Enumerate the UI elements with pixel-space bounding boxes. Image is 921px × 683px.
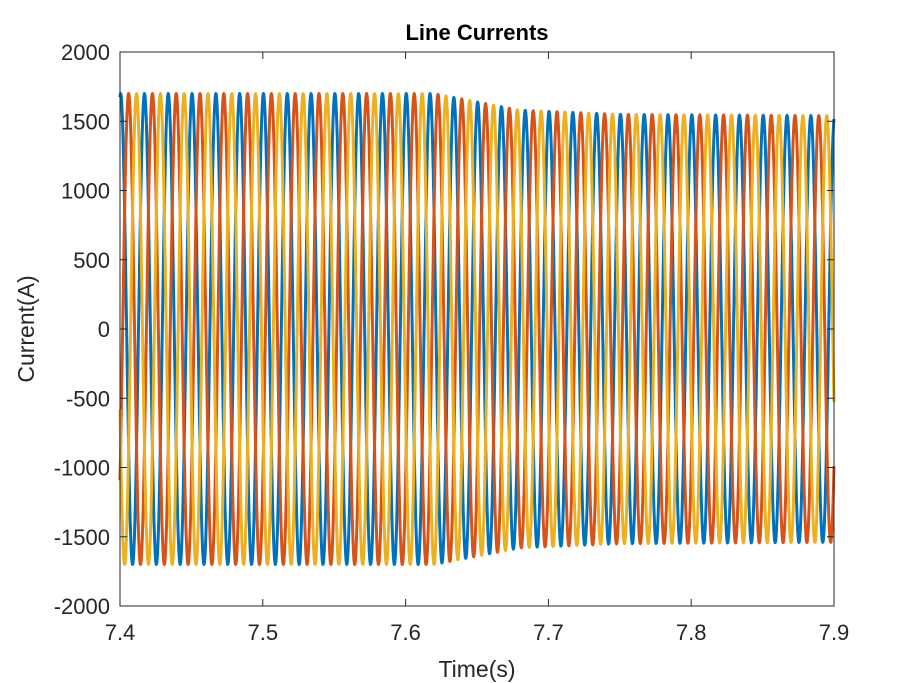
ticks-layer: 7.4 7.5 7.6 7.7 7.8 7.9 2000 1500 1000 500 0 -500 -1… [54, 40, 850, 645]
y-tick-label: -1500 [54, 525, 110, 550]
y-tick-label: -1000 [54, 456, 110, 481]
x-tick-label: 7.7 [533, 620, 564, 645]
x-tick-label: 7.9 [819, 620, 850, 645]
series-layer [118, 92, 836, 566]
y-tick-label: -500 [66, 386, 110, 411]
x-tick-label: 7.6 [390, 620, 421, 645]
y-tick-label: 0 [98, 317, 110, 342]
series-line-3 [118, 92, 836, 566]
x-tick-label: 7.4 [105, 620, 136, 645]
series-line-1 [118, 92, 836, 566]
x-tick-label: 7.8 [676, 620, 707, 645]
y-tick-label: 1500 [61, 109, 110, 134]
y-tick-label: 1000 [61, 179, 110, 204]
y-tick-label: -2000 [54, 594, 110, 619]
chart-title: Line Currents [405, 20, 548, 45]
y-tick-label: 2000 [61, 40, 110, 65]
y-tick-label: 500 [73, 248, 110, 273]
y-axis-label: Current(A) [13, 275, 39, 382]
x-tick-label: 7.5 [248, 620, 279, 645]
x-axis-label: Time(s) [438, 656, 515, 682]
